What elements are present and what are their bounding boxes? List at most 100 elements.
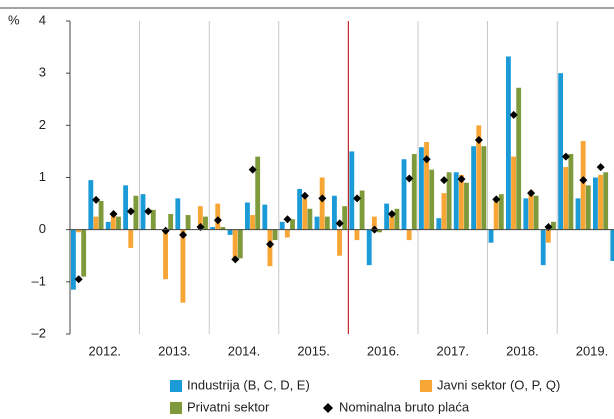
bar — [441, 193, 447, 230]
legend-label: Industrija (B, C, D, E) — [187, 377, 310, 392]
legend-label: Javni sektor (O, P, Q) — [437, 377, 560, 392]
bar — [493, 200, 499, 230]
bar — [98, 200, 104, 230]
diamond-marker — [318, 194, 327, 203]
bar — [424, 142, 429, 230]
bar — [366, 229, 372, 266]
bar — [575, 198, 581, 230]
y-tick-label: –1 — [32, 273, 46, 288]
diamond-marker — [179, 230, 188, 239]
bar — [262, 204, 268, 230]
bar — [593, 177, 598, 230]
bar — [93, 216, 99, 230]
bar — [128, 229, 134, 248]
bar — [245, 202, 250, 230]
bar — [163, 229, 168, 280]
bar — [203, 216, 208, 230]
bar — [342, 206, 348, 230]
diamond-marker — [474, 135, 483, 144]
diamond-marker — [161, 226, 170, 235]
bar — [307, 208, 313, 230]
diamond-marker — [92, 195, 101, 204]
bar — [220, 227, 226, 230]
bar — [237, 229, 243, 259]
y-axis-label: % — [8, 12, 20, 27]
x-tick-label: 2015. — [297, 343, 330, 358]
bar — [332, 195, 337, 230]
bar — [394, 208, 400, 230]
bar — [76, 229, 81, 233]
diamond-marker — [74, 275, 83, 284]
bar — [377, 229, 382, 233]
legend-swatch — [170, 380, 182, 392]
diamond-marker — [544, 223, 553, 232]
bar — [516, 87, 522, 230]
legend-label: Nominalna bruto plaća — [339, 399, 470, 414]
bar — [279, 221, 285, 230]
diamond-marker — [126, 207, 135, 216]
bar — [210, 227, 216, 230]
plot — [71, 56, 614, 303]
bar — [545, 229, 551, 243]
diamond-marker — [440, 176, 449, 185]
bar — [401, 159, 407, 230]
bar — [488, 229, 494, 243]
y-tick-label: 4 — [39, 12, 46, 27]
diamond-marker — [196, 223, 205, 232]
bar — [610, 229, 614, 261]
bar — [523, 198, 529, 230]
bar — [506, 56, 511, 230]
bar — [349, 151, 355, 230]
diamond-marker — [527, 189, 536, 198]
bar — [406, 229, 412, 241]
bar — [314, 216, 320, 230]
bar — [359, 190, 365, 230]
bar — [81, 229, 87, 277]
diamond-marker — [387, 210, 396, 219]
bar — [227, 229, 233, 235]
bar — [116, 216, 121, 230]
bar — [511, 156, 516, 230]
diamond-marker — [109, 210, 118, 219]
diamond-marker — [457, 175, 466, 184]
bar — [533, 195, 539, 230]
diamond-marker — [283, 215, 292, 224]
bar — [603, 172, 609, 230]
bar — [150, 209, 156, 230]
diamond-marker — [231, 255, 240, 264]
diamond-marker — [300, 191, 309, 200]
diamond-marker — [492, 195, 501, 204]
bar — [133, 195, 139, 230]
bar — [598, 174, 603, 230]
bar — [580, 140, 586, 230]
bar — [464, 182, 469, 230]
y-tick-label: 2 — [39, 117, 46, 132]
diamond-marker — [353, 194, 362, 203]
bar — [324, 216, 330, 230]
diamond-marker — [266, 240, 275, 249]
bar — [110, 214, 116, 230]
bar — [71, 229, 76, 290]
bar — [371, 216, 377, 230]
x-tick-label: 2017. — [437, 343, 470, 358]
bar — [168, 214, 174, 230]
bar — [302, 198, 308, 230]
bar — [284, 229, 290, 238]
x-tick-label: 2018. — [506, 343, 539, 358]
bar — [180, 229, 186, 303]
bar — [563, 167, 569, 230]
bar — [436, 218, 442, 230]
bar — [175, 198, 181, 230]
bar — [476, 125, 482, 230]
bar — [105, 221, 111, 230]
bar — [429, 169, 435, 230]
diamond-marker — [144, 207, 153, 216]
diamond-marker — [335, 219, 344, 228]
x-tick-label: 2019. — [576, 343, 609, 358]
x-tick-label: 2013. — [158, 343, 191, 358]
diamond-marker — [248, 165, 257, 174]
bar — [411, 154, 417, 230]
bar — [297, 188, 303, 230]
bar — [250, 215, 255, 230]
